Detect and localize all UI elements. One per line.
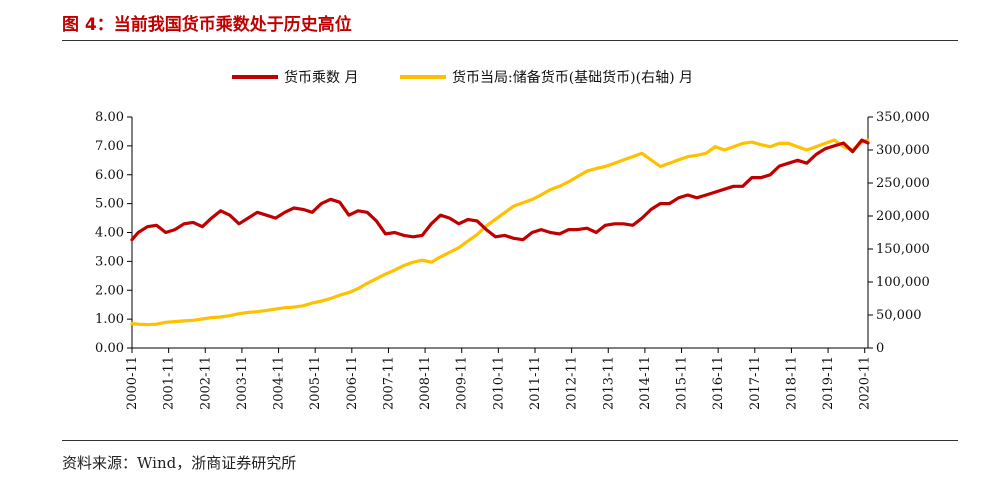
legend-label-base-money: 货币当局:储备货币(基础货币)(右轴) 月 xyxy=(452,69,693,86)
x-tick-label: 2014-11 xyxy=(638,356,653,410)
x-tick-label: 2020-11 xyxy=(858,356,873,410)
left-tick-label: 6.00 xyxy=(95,168,124,183)
base-money-series-line xyxy=(130,138,870,327)
right-tick-label: 0 xyxy=(876,341,884,356)
right-tick-label: 300,000 xyxy=(876,143,930,158)
x-tick-label: 2005-11 xyxy=(308,356,323,410)
chart-area: 0.00 1.00 2.00 3.00 4.00 5.00 6.00 7.00 8.00 0 50,… xyxy=(95,69,930,410)
right-tick-label: 100,000 xyxy=(876,275,930,290)
x-tick-label: 2017-11 xyxy=(748,356,763,410)
x-tick-label: 2006-11 xyxy=(345,356,360,410)
top-rule xyxy=(62,40,958,41)
left-tick-label: 3.00 xyxy=(95,254,124,269)
right-tick-label: 150,000 xyxy=(876,242,930,257)
x-tick-label: 2015-11 xyxy=(675,356,690,410)
left-tick-label: 0.00 xyxy=(95,341,124,356)
right-tick-label: 350,000 xyxy=(876,110,930,125)
x-tick-label: 2001-11 xyxy=(162,356,177,410)
right-tick-label: 50,000 xyxy=(876,308,922,323)
x-tick-label: 2008-11 xyxy=(418,356,433,410)
left-tick-label: 1.00 xyxy=(95,312,124,327)
x-tick-label: 2007-11 xyxy=(381,356,396,410)
right-tick-label: 250,000 xyxy=(876,176,930,191)
x-tick-label: 2009-11 xyxy=(455,356,470,410)
source-note: 资料来源：Wind，浙商证券研究所 xyxy=(62,454,297,472)
x-tick-label: 2012-11 xyxy=(565,356,580,410)
x-tick-label: 2019-11 xyxy=(821,356,836,410)
multiplier-series-line xyxy=(130,138,870,242)
left-tick-label: 5.00 xyxy=(95,197,124,212)
x-tick-label: 2016-11 xyxy=(711,356,726,410)
chart-title: 图 4：当前我国货币乘数处于历史高位 xyxy=(62,15,352,35)
left-tick-label: 2.00 xyxy=(95,283,124,298)
legend-label-multiplier: 货币乘数 月 xyxy=(284,69,358,86)
x-tick-label: 2003-11 xyxy=(235,356,250,410)
x-tick-label: 2002-11 xyxy=(198,356,213,410)
x-tick-label: 2004-11 xyxy=(272,356,287,410)
left-tick-label: 4.00 xyxy=(95,226,124,241)
right-tick-label: 200,000 xyxy=(876,209,930,224)
x-tick-label: 2010-11 xyxy=(491,356,506,410)
x-tick-label: 2000-11 xyxy=(125,356,140,410)
x-tick-label: 2018-11 xyxy=(784,356,799,410)
left-tick-label: 8.00 xyxy=(95,110,124,125)
bottom-rule xyxy=(62,440,958,441)
left-tick-label: 7.00 xyxy=(95,139,124,154)
x-tick-label: 2013-11 xyxy=(601,356,616,410)
x-tick-label: 2011-11 xyxy=(528,356,543,410)
